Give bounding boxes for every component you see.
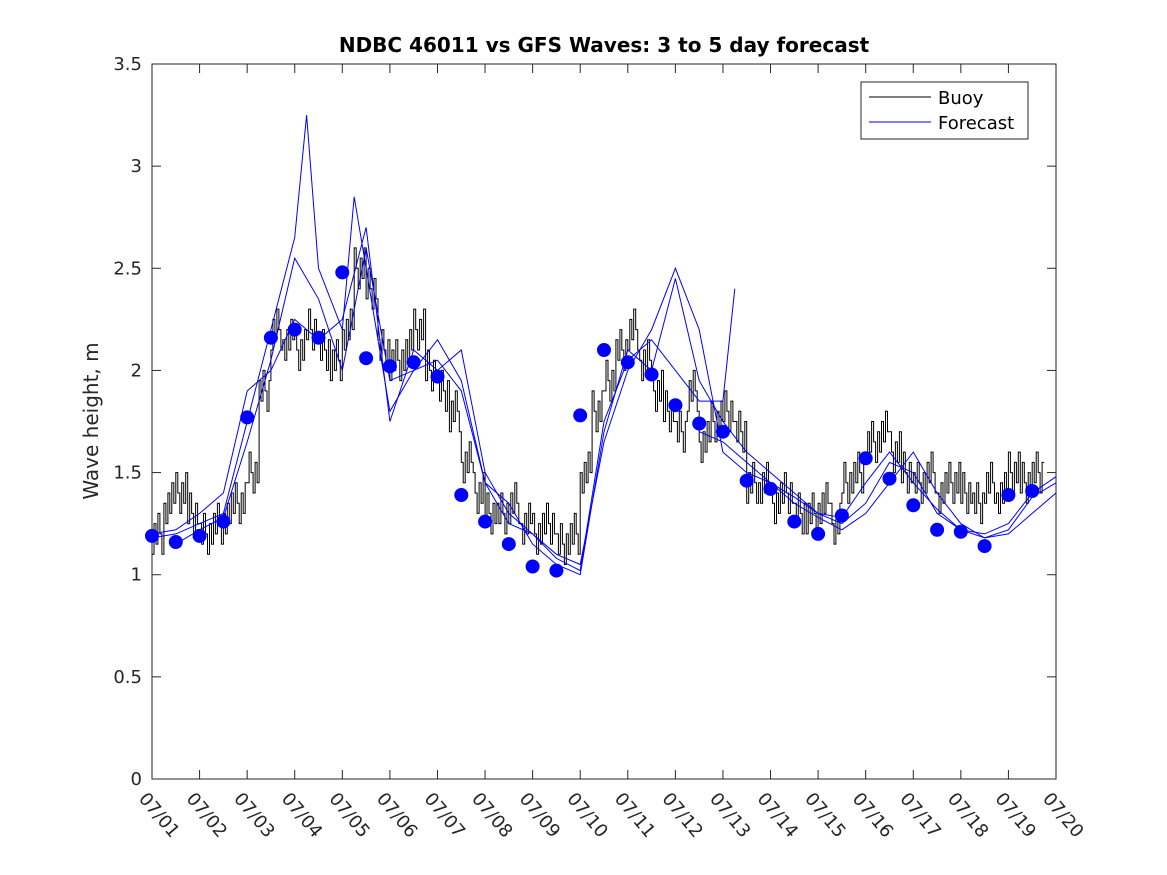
forecast-point <box>715 424 730 439</box>
forecast-point <box>216 514 231 529</box>
forecast-point <box>977 539 992 554</box>
forecast-point <box>930 522 945 537</box>
y-tick-label: 2.5 <box>113 258 142 279</box>
chart-title: NDBC 46011 vs GFS Waves: 3 to 5 day fore… <box>339 33 870 57</box>
y-tick-label: 3 <box>131 156 142 177</box>
forecast-point <box>858 451 873 466</box>
forecast-point <box>406 355 421 370</box>
y-tick-label: 0.5 <box>113 667 142 688</box>
forecast-point <box>834 508 849 523</box>
forecast-point <box>335 265 350 280</box>
axes-box <box>151 63 1057 780</box>
y-tick-label: 1 <box>131 565 142 586</box>
forecast-run-line-3 <box>175 247 736 572</box>
forecast-point <box>620 355 635 370</box>
y-axis-label: Wave height, m <box>79 342 103 499</box>
forecast-point <box>787 514 802 529</box>
forecast-point <box>573 408 588 423</box>
y-tick-label: 3.5 <box>113 54 142 75</box>
forecast-point <box>311 330 326 345</box>
forecast-point <box>359 351 374 366</box>
forecast-point <box>501 537 516 552</box>
y-tick-label: 0 <box>131 769 142 790</box>
forecast-point <box>882 471 897 486</box>
forecast-point <box>454 488 469 502</box>
legend: Buoy Forecast <box>860 81 1029 140</box>
forecast-point <box>263 330 278 345</box>
forecast-point <box>287 322 302 337</box>
forecast-point <box>906 498 921 513</box>
forecast-point <box>192 528 207 543</box>
forecast-point <box>240 410 255 425</box>
y-tick-label: 1.5 <box>113 463 142 484</box>
forecast-run-line-1 <box>151 115 1057 576</box>
forecast-point <box>644 367 659 382</box>
forecast-point <box>478 514 493 529</box>
forecast-point <box>953 524 968 539</box>
forecast-point <box>763 481 778 496</box>
forecast-point <box>811 526 826 541</box>
forecast-point <box>382 359 397 374</box>
forecast-point <box>525 559 540 574</box>
forecast-point <box>430 369 445 384</box>
forecast-point <box>692 416 707 431</box>
legend-label-forecast: Forecast <box>938 113 1014 134</box>
forecast-run-line-4 <box>699 431 1057 539</box>
y-tick-label: 2 <box>131 360 142 381</box>
forecast-run-line-2 <box>151 227 1057 566</box>
forecast-point <box>168 535 183 549</box>
legend-box <box>860 81 1029 140</box>
forecast-point <box>145 528 159 543</box>
legend-label-buoy: Buoy <box>938 88 984 109</box>
forecast-point <box>1001 488 1016 502</box>
forecast-point <box>668 398 683 413</box>
forecast-point <box>1025 484 1040 498</box>
buoy-series-line <box>152 247 1045 565</box>
forecast-point <box>597 343 611 357</box>
forecast-point <box>739 473 754 488</box>
forecast-point <box>549 563 564 578</box>
